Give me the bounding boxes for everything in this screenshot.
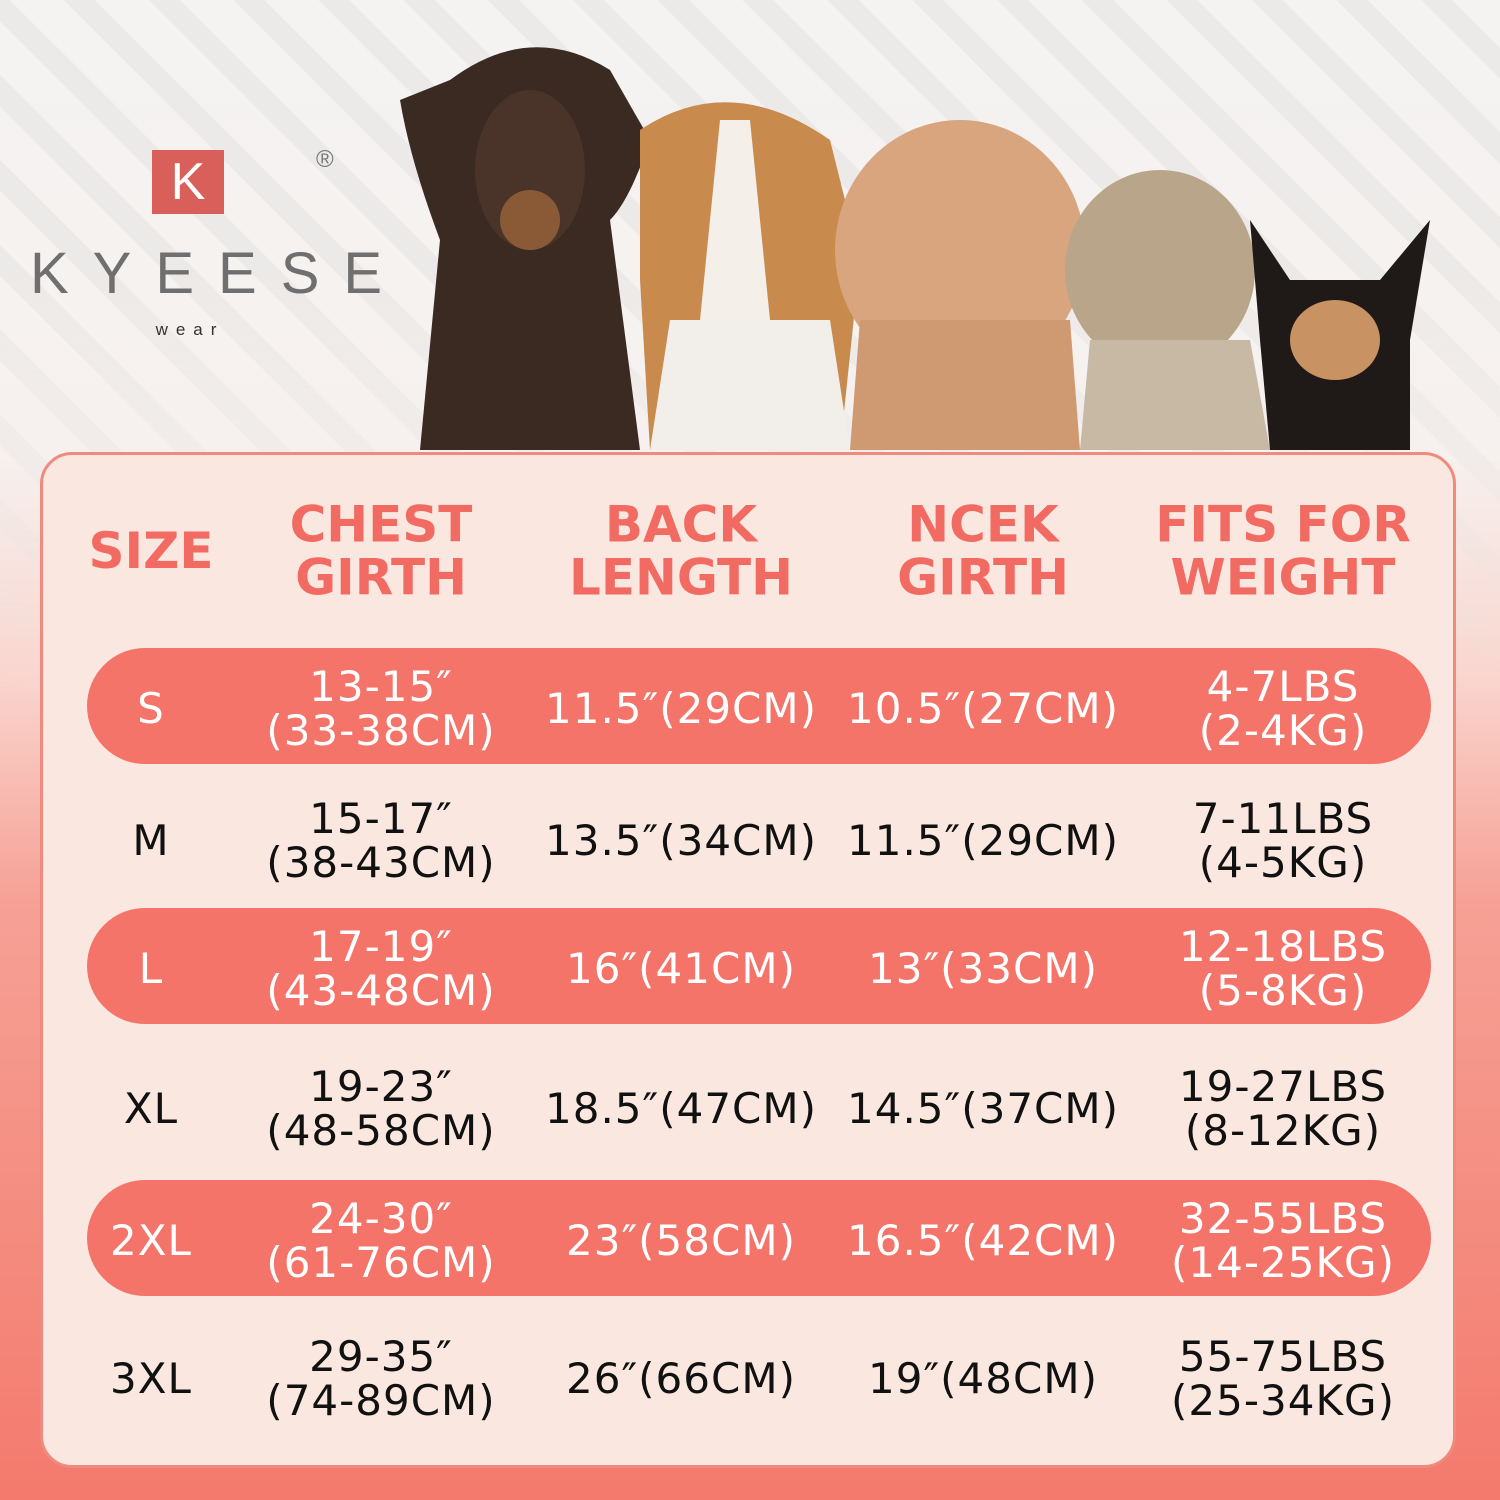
cell-chest: 13-15″ (33-38CM) bbox=[266, 661, 496, 755]
cell-weight: 19-27LBS (8-12KG) bbox=[1178, 1061, 1388, 1155]
column-header-back: BACK LENGTH bbox=[569, 495, 793, 606]
column-header-neck: NCEK GIRTH bbox=[897, 495, 1069, 606]
cell-chest: 17-19″ (43-48CM) bbox=[266, 921, 496, 1015]
cell-back: 23″(58CM) bbox=[566, 1215, 796, 1265]
dogs-photo bbox=[400, 47, 1430, 451]
brand-name: KYEESE bbox=[30, 241, 407, 306]
cell-size: S bbox=[137, 683, 165, 733]
column-header-size: SIZE bbox=[88, 521, 214, 580]
brand-logo: K ® KYEESE wear bbox=[30, 140, 407, 350]
highlight-band bbox=[87, 1180, 1431, 1296]
cell-weight: 4-7LBS (2-4KG) bbox=[1198, 661, 1368, 755]
highlight-band bbox=[87, 648, 1431, 764]
cell-chest: 15-17″ (38-43CM) bbox=[266, 793, 496, 887]
cell-chest: 19-23″ (48-58CM) bbox=[266, 1061, 496, 1155]
cell-weight: 12-18LBS (5-8KG) bbox=[1178, 921, 1388, 1015]
cell-size: 3XL bbox=[110, 1353, 192, 1403]
cell-neck: 19″(48CM) bbox=[868, 1353, 1098, 1403]
cell-back: 16″(41CM) bbox=[566, 943, 796, 993]
cell-size: 2XL bbox=[110, 1215, 192, 1265]
cell-chest: 29-35″ (74-89CM) bbox=[266, 1331, 496, 1425]
cell-neck: 16.5″(42CM) bbox=[847, 1215, 1119, 1265]
cell-neck: 10.5″(27CM) bbox=[847, 683, 1119, 733]
highlight-band bbox=[87, 908, 1431, 1024]
registered-mark: ® bbox=[316, 146, 334, 173]
cell-weight: 55-75LBS (25-34KG) bbox=[1171, 1331, 1395, 1425]
beagle-image bbox=[640, 102, 860, 451]
cell-size: L bbox=[138, 943, 164, 993]
cell-size: M bbox=[132, 815, 170, 865]
cell-back: 26″(66CM) bbox=[566, 1353, 796, 1403]
cell-back: 11.5″(29CM) bbox=[545, 683, 817, 733]
cell-weight: 7-11LBS (4-5KG) bbox=[1192, 793, 1374, 887]
cell-weight: 32-55LBS (14-25KG) bbox=[1171, 1193, 1395, 1287]
cell-chest: 24-30″ (61-76CM) bbox=[266, 1193, 496, 1287]
poodle-image bbox=[835, 120, 1085, 450]
doberman-image bbox=[400, 47, 650, 450]
cell-neck: 11.5″(29CM) bbox=[847, 815, 1119, 865]
cell-back: 18.5″(47CM) bbox=[545, 1083, 817, 1133]
chihuahua-image bbox=[1250, 220, 1430, 450]
logo-mark: K bbox=[152, 150, 224, 214]
cell-neck: 14.5″(37CM) bbox=[847, 1083, 1119, 1133]
size-chart-table: SIZE CHEST GIRTH BACK LENGTH NCEK GIRTH FITS… bbox=[40, 452, 1456, 1468]
cell-back: 13.5″(34CM) bbox=[545, 815, 817, 865]
column-header-chest: CHEST GIRTH bbox=[289, 495, 473, 606]
cell-neck: 13″(33CM) bbox=[868, 943, 1098, 993]
schnauzer-image bbox=[1065, 170, 1270, 450]
brand-subtitle: wear bbox=[155, 320, 225, 339]
column-header-weight: FITS FOR WEIGHT bbox=[1155, 495, 1411, 606]
cell-size: XL bbox=[123, 1083, 179, 1133]
